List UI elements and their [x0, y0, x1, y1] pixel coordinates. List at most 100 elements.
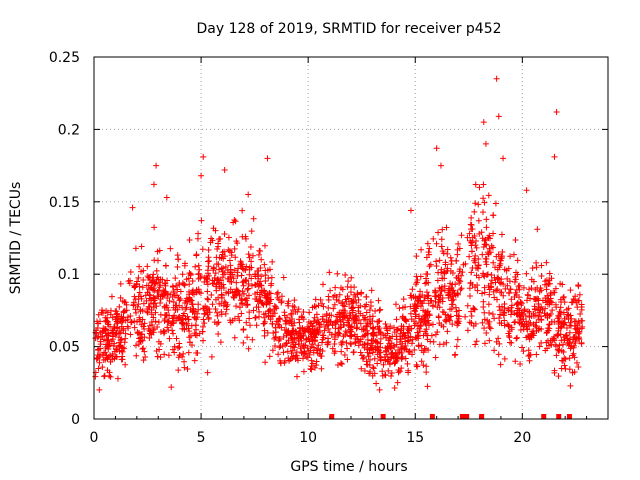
gap-marker	[329, 414, 335, 419]
data-point	[184, 298, 191, 305]
data-point	[544, 301, 551, 308]
data-point	[185, 349, 192, 356]
data-point	[518, 300, 525, 307]
data-point	[382, 347, 389, 354]
data-point	[233, 238, 240, 245]
data-point	[555, 325, 562, 332]
data-point	[543, 286, 550, 293]
data-point	[354, 333, 361, 340]
data-point	[464, 327, 471, 334]
data-point	[153, 162, 160, 169]
data-point	[144, 309, 151, 316]
data-point	[230, 275, 237, 282]
gap-marker	[464, 414, 470, 419]
data-point	[139, 337, 146, 344]
data-point	[371, 355, 378, 362]
data-point	[295, 338, 302, 345]
data-point	[296, 319, 303, 326]
data-point	[481, 237, 488, 244]
data-point	[388, 340, 395, 347]
data-point	[472, 341, 479, 348]
data-point	[554, 332, 561, 339]
data-point	[422, 308, 429, 315]
data-point	[311, 364, 318, 371]
data-point	[471, 306, 478, 313]
data-point	[366, 320, 373, 327]
data-point	[177, 288, 184, 295]
data-point	[571, 354, 578, 361]
data-point	[434, 304, 441, 311]
data-point	[402, 304, 409, 311]
data-point	[299, 324, 306, 331]
data-point	[291, 297, 298, 304]
data-point	[179, 271, 186, 278]
data-point	[246, 271, 253, 278]
data-point	[288, 350, 295, 357]
data-point	[480, 298, 487, 305]
data-point	[578, 340, 585, 347]
data-point	[311, 338, 318, 345]
data-point	[439, 275, 446, 282]
data-point	[472, 259, 479, 266]
data-point	[469, 234, 476, 241]
data-point	[167, 245, 174, 252]
data-point	[560, 309, 567, 316]
data-point	[423, 279, 430, 286]
data-point	[164, 277, 171, 284]
data-point	[205, 258, 212, 265]
data-point	[232, 254, 239, 261]
data-point	[439, 226, 446, 233]
data-point	[361, 344, 368, 351]
data-point	[271, 335, 278, 342]
data-point	[325, 325, 332, 332]
data-point	[240, 266, 247, 273]
data-point	[425, 249, 432, 256]
data-point	[250, 307, 257, 314]
data-point	[107, 373, 114, 380]
data-point	[513, 335, 520, 342]
data-point	[161, 280, 168, 287]
data-point	[536, 343, 543, 350]
data-point	[382, 371, 389, 378]
data-point	[263, 301, 270, 308]
data-point	[181, 325, 188, 332]
data-point	[92, 335, 99, 342]
data-point	[325, 304, 332, 311]
data-point	[161, 351, 168, 358]
data-point	[225, 234, 232, 241]
data-point	[208, 353, 215, 360]
data-point	[197, 274, 204, 281]
data-point	[484, 271, 491, 278]
data-point	[529, 265, 536, 272]
data-point	[340, 333, 347, 340]
data-point	[139, 284, 146, 291]
gap-marker	[479, 414, 485, 419]
data-point	[468, 222, 475, 229]
data-point	[368, 337, 375, 344]
data-point	[240, 326, 247, 333]
data-point	[154, 248, 161, 255]
data-point	[283, 340, 290, 347]
data-point	[210, 267, 217, 274]
data-point	[367, 368, 374, 375]
data-point	[310, 349, 317, 356]
data-point	[532, 286, 539, 293]
data-point	[245, 345, 252, 352]
data-point	[526, 286, 533, 293]
data-point	[393, 316, 400, 323]
data-point	[169, 346, 176, 353]
data-point	[553, 109, 560, 116]
data-point	[380, 361, 387, 368]
data-point	[222, 299, 229, 306]
data-point	[220, 284, 227, 291]
y-tick-label: 0.05	[49, 340, 80, 356]
data-point	[156, 346, 163, 353]
data-point	[148, 296, 155, 303]
data-point	[346, 315, 353, 322]
data-point	[533, 351, 540, 358]
data-point	[408, 340, 415, 347]
data-point	[212, 270, 219, 277]
data-point	[163, 194, 170, 201]
data-point	[497, 260, 504, 267]
data-point	[506, 278, 513, 285]
